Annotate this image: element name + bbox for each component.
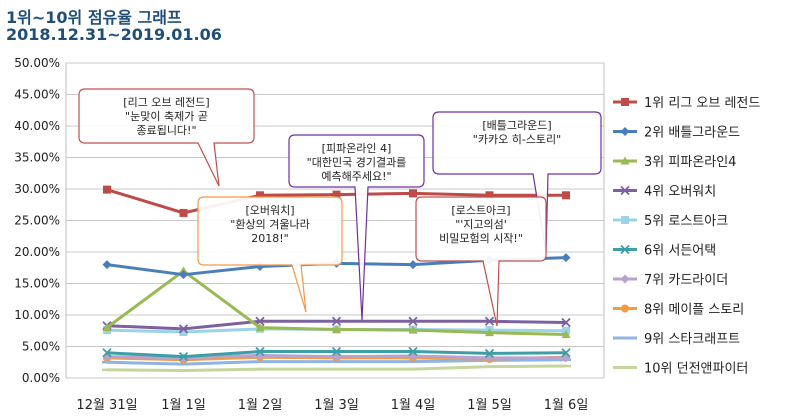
data-point bbox=[178, 351, 189, 362]
data-point bbox=[102, 348, 112, 358]
data-point bbox=[485, 328, 494, 337]
data-point bbox=[562, 191, 570, 200]
data-point bbox=[332, 324, 341, 333]
data-point bbox=[408, 316, 418, 326]
data-point bbox=[561, 317, 571, 328]
legend-label: 1위 리그 오브 레전드 bbox=[644, 96, 760, 111]
data-point bbox=[620, 244, 630, 255]
data-point bbox=[408, 325, 418, 334]
chart-subtitle: 2018.12.31~2019.01.06 bbox=[6, 25, 222, 44]
annotation-title: [로스트아크] bbox=[451, 204, 510, 217]
data-point bbox=[255, 323, 265, 332]
data-point bbox=[103, 185, 111, 194]
annotation-callout bbox=[432, 111, 602, 253]
x-tick-label: 1월 4일 bbox=[391, 398, 436, 413]
legend-label: 10위 던전앤파이터 bbox=[644, 362, 748, 377]
annotation-text: "'지고의섬' bbox=[455, 218, 507, 231]
annotation-text: "환상의 겨울나라 bbox=[230, 218, 309, 231]
annotation-title: [오버워치] bbox=[245, 204, 294, 217]
data-point bbox=[408, 260, 418, 270]
annotation-title: [배틀그라운드] bbox=[482, 119, 551, 132]
data-point bbox=[561, 330, 571, 339]
x-tick-label: 12월 31일 bbox=[76, 398, 137, 413]
data-point bbox=[102, 323, 112, 332]
y-tick-label: 35.00% bbox=[14, 151, 60, 165]
legend-label: 5위 로스트아크 bbox=[644, 214, 728, 229]
data-point bbox=[102, 260, 112, 270]
annotation-title: [피파온라인 4] bbox=[322, 142, 392, 155]
data-point bbox=[408, 346, 418, 357]
chart-title: 1위~10위 점유율 그래프 bbox=[6, 8, 182, 27]
y-tick-label: 45.00% bbox=[14, 88, 60, 102]
annotation-callout bbox=[415, 196, 547, 327]
annotation-callout bbox=[288, 134, 425, 321]
annotation-callout bbox=[197, 196, 343, 313]
x-tick-label: 1월 6일 bbox=[544, 398, 589, 413]
y-tick-label: 25.00% bbox=[14, 214, 60, 228]
legend-label: 7위 카드라이더 bbox=[644, 273, 728, 288]
legend-label: 6위 서든어택 bbox=[644, 244, 716, 259]
legend-label: 3위 피파온라인4 bbox=[644, 155, 736, 170]
annotation-text: "눈맞이 축제가 곧 bbox=[125, 110, 208, 123]
data-point bbox=[179, 270, 188, 280]
data-point bbox=[620, 274, 630, 284]
data-point bbox=[331, 316, 342, 326]
y-tick-label: 10.00% bbox=[14, 308, 60, 322]
data-point bbox=[331, 346, 342, 357]
annotation-text: "카카오 히-스토리" bbox=[473, 132, 561, 146]
data-point bbox=[561, 253, 571, 263]
y-tick-label: 15.00% bbox=[14, 277, 60, 291]
annotation-text: 예측해주세요!" bbox=[321, 169, 391, 183]
y-tick-label: 20.00% bbox=[14, 245, 60, 259]
annotation-callout bbox=[78, 88, 255, 187]
annotation-text: 2018!" bbox=[251, 232, 288, 245]
legend-label: 8위 메이플 스토리 bbox=[644, 303, 744, 318]
data-point bbox=[484, 348, 495, 359]
y-tick-label: 30.00% bbox=[14, 182, 60, 196]
data-point bbox=[621, 216, 629, 224]
data-point bbox=[621, 304, 629, 313]
x-tick-label: 1월 1일 bbox=[161, 398, 206, 413]
x-tick-label: 1월 3일 bbox=[314, 398, 359, 413]
annotation-text: 비밀모험의 시작!" bbox=[439, 232, 523, 245]
y-tick-label: 50.00% bbox=[14, 56, 60, 70]
data-point bbox=[620, 127, 630, 136]
x-tick-label: 1월 2일 bbox=[238, 398, 283, 413]
y-tick-label: 5.00% bbox=[22, 340, 60, 354]
data-point bbox=[255, 346, 265, 357]
data-point bbox=[561, 348, 571, 358]
annotation-title: [리그 오브 레전드] bbox=[123, 96, 209, 109]
y-tick-label: 0.00% bbox=[22, 371, 60, 385]
data-point bbox=[178, 324, 189, 334]
annotation-text: 종료됩니다!" bbox=[136, 124, 196, 137]
data-point bbox=[620, 185, 630, 196]
data-point bbox=[409, 189, 417, 198]
annotation-text: "대한민국 경기결과를 bbox=[307, 156, 407, 169]
data-point bbox=[179, 208, 188, 217]
data-point bbox=[484, 316, 495, 326]
data-point bbox=[621, 98, 629, 106]
y-tick-label: 40.00% bbox=[14, 119, 60, 133]
legend-label: 4위 오버워치 bbox=[644, 185, 716, 200]
x-tick-label: 1월 5일 bbox=[467, 398, 512, 413]
legend-label: 9위 스타크래프트 bbox=[644, 332, 740, 347]
data-point bbox=[620, 156, 630, 165]
legend-label: 2위 배틀그라운드 bbox=[644, 126, 740, 141]
